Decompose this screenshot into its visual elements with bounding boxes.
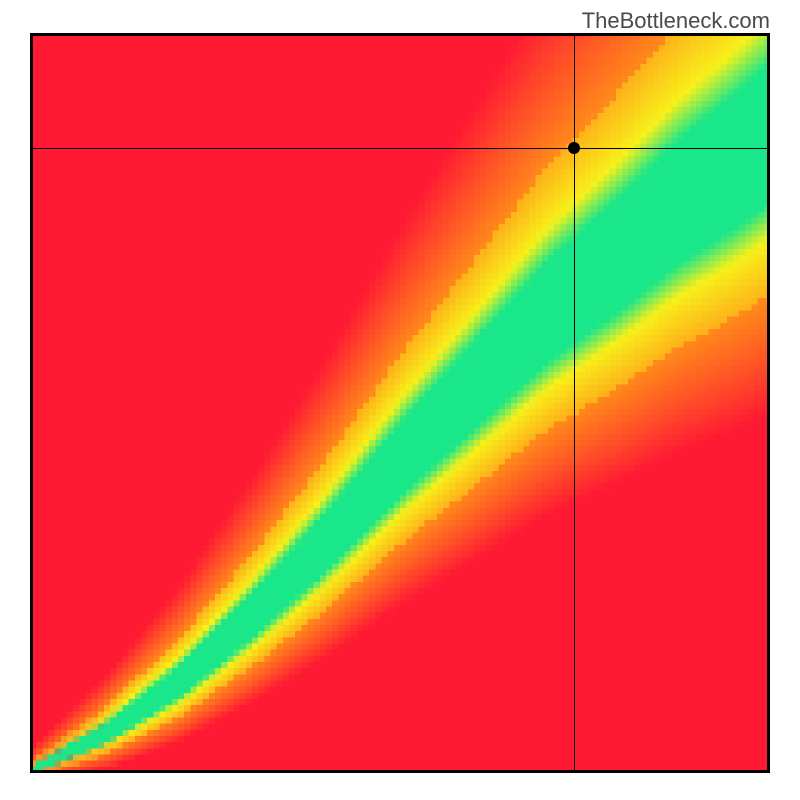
bottleneck-heatmap xyxy=(30,33,770,773)
plot-border-left xyxy=(30,33,33,773)
plot-border-bottom xyxy=(30,770,770,773)
watermark-text: TheBottleneck.com xyxy=(582,8,770,34)
chart-container: TheBottleneck.com xyxy=(0,0,800,800)
plot-border-top xyxy=(30,33,770,36)
plot-border-right xyxy=(767,33,770,773)
marker-dot xyxy=(568,142,580,154)
crosshair-horizontal xyxy=(30,148,770,149)
